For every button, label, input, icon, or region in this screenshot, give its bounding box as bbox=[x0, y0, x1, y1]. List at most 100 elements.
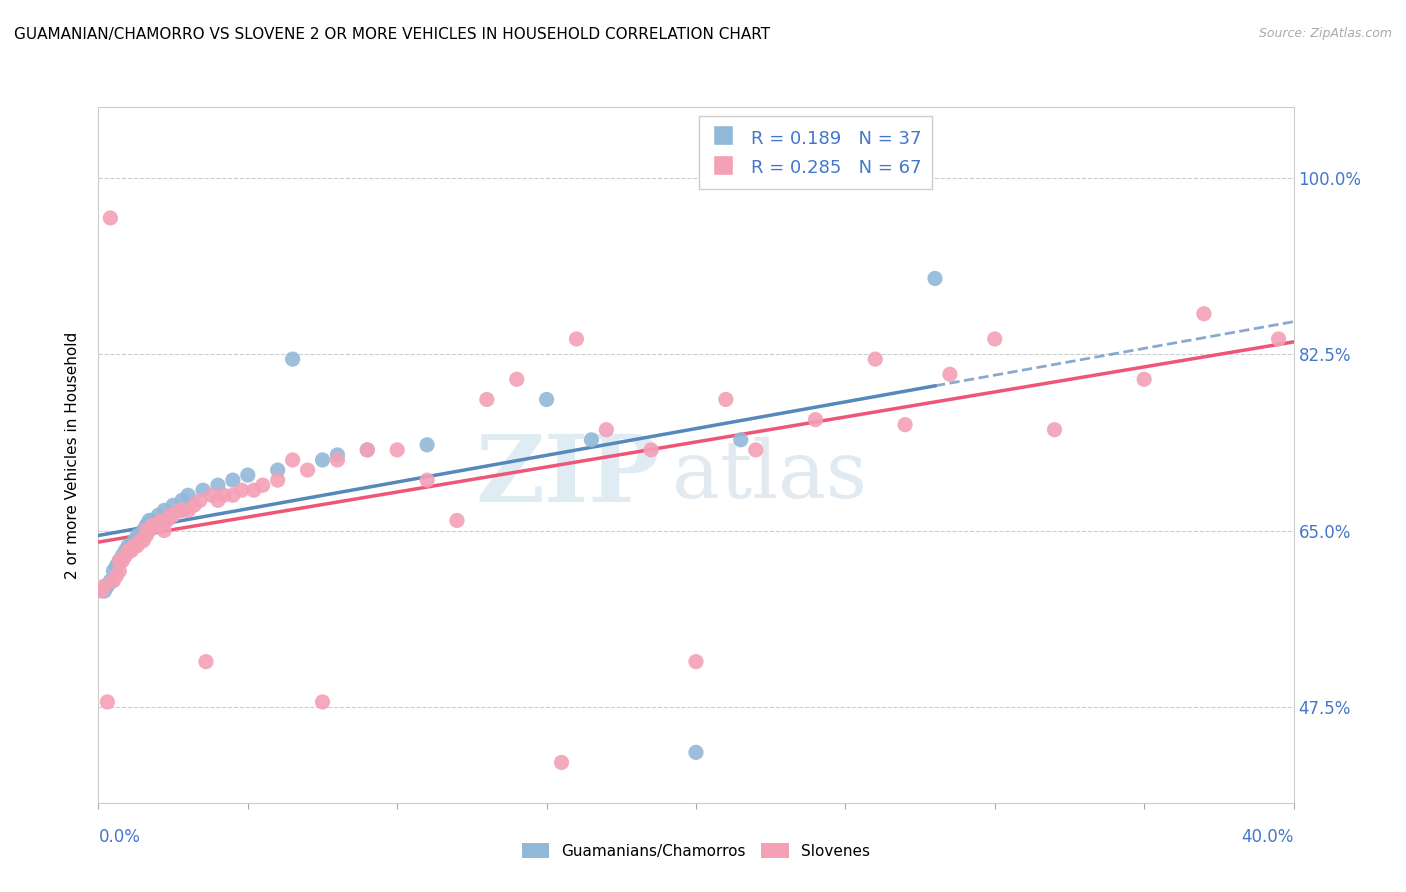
Point bbox=[135, 528, 157, 542]
Point bbox=[172, 503, 194, 517]
Point bbox=[90, 584, 112, 599]
Point bbox=[93, 584, 115, 599]
Point bbox=[222, 473, 245, 487]
Point bbox=[1043, 423, 1066, 437]
Point bbox=[595, 423, 617, 437]
Point bbox=[550, 756, 572, 770]
Point bbox=[159, 508, 181, 523]
Text: ZIP: ZIP bbox=[475, 431, 661, 521]
Point bbox=[984, 332, 1007, 346]
Point bbox=[207, 493, 229, 508]
Point bbox=[1133, 372, 1156, 386]
Point bbox=[127, 528, 149, 542]
Point bbox=[150, 513, 173, 527]
Text: atlas: atlas bbox=[672, 437, 868, 515]
Point bbox=[236, 468, 259, 483]
Point bbox=[326, 448, 349, 462]
Point bbox=[135, 518, 157, 533]
Point bbox=[640, 442, 662, 457]
Point bbox=[96, 695, 118, 709]
Point bbox=[117, 539, 139, 553]
Point bbox=[138, 513, 160, 527]
Point bbox=[117, 543, 139, 558]
Point bbox=[188, 493, 211, 508]
Point bbox=[939, 368, 962, 382]
Point bbox=[132, 524, 155, 538]
Point bbox=[120, 539, 142, 553]
Point bbox=[141, 518, 163, 533]
Point bbox=[267, 473, 290, 487]
Point bbox=[108, 554, 131, 568]
Point bbox=[183, 499, 205, 513]
Point bbox=[252, 478, 274, 492]
Point bbox=[231, 483, 253, 498]
Point bbox=[141, 513, 163, 527]
Point bbox=[120, 543, 142, 558]
Point bbox=[177, 503, 200, 517]
Point bbox=[416, 473, 439, 487]
Point bbox=[1267, 332, 1289, 346]
Point bbox=[124, 533, 146, 548]
Point bbox=[326, 453, 349, 467]
Point bbox=[281, 352, 304, 367]
Point bbox=[127, 539, 149, 553]
Point bbox=[105, 558, 128, 573]
Point bbox=[207, 478, 229, 492]
Point bbox=[96, 579, 118, 593]
Point bbox=[385, 442, 409, 457]
Point bbox=[111, 554, 134, 568]
Point bbox=[138, 524, 160, 538]
Point bbox=[195, 655, 218, 669]
Point bbox=[311, 695, 333, 709]
Point bbox=[924, 271, 946, 285]
Point bbox=[222, 488, 245, 502]
Point bbox=[191, 483, 214, 498]
Point bbox=[356, 442, 378, 457]
Point bbox=[894, 417, 917, 432]
Point bbox=[865, 352, 887, 367]
Point bbox=[804, 412, 827, 426]
Point bbox=[536, 392, 558, 407]
Point bbox=[416, 438, 439, 452]
Point bbox=[267, 463, 290, 477]
Point bbox=[311, 453, 333, 467]
Point bbox=[565, 332, 588, 346]
Point bbox=[201, 488, 224, 502]
Point bbox=[129, 528, 152, 542]
Point bbox=[129, 533, 152, 548]
Point bbox=[93, 579, 115, 593]
Point bbox=[100, 574, 122, 588]
Point bbox=[506, 372, 529, 386]
Point bbox=[132, 533, 155, 548]
Point bbox=[685, 745, 707, 759]
Point bbox=[156, 513, 179, 527]
Point bbox=[162, 499, 184, 513]
Point bbox=[114, 549, 136, 563]
Point bbox=[212, 488, 235, 502]
Text: Source: ZipAtlas.com: Source: ZipAtlas.com bbox=[1258, 27, 1392, 40]
Point bbox=[581, 433, 603, 447]
Point bbox=[114, 543, 136, 558]
Point bbox=[108, 564, 131, 578]
Y-axis label: 2 or more Vehicles in Household: 2 or more Vehicles in Household bbox=[65, 331, 80, 579]
Point bbox=[143, 518, 166, 533]
Point bbox=[356, 442, 378, 457]
Point bbox=[714, 392, 737, 407]
Text: 0.0%: 0.0% bbox=[98, 828, 141, 846]
Point bbox=[745, 442, 768, 457]
Point bbox=[730, 433, 752, 447]
Text: GUAMANIAN/CHAMORRO VS SLOVENE 2 OR MORE VEHICLES IN HOUSEHOLD CORRELATION CHART: GUAMANIAN/CHAMORRO VS SLOVENE 2 OR MORE … bbox=[14, 27, 770, 42]
Point bbox=[446, 513, 468, 527]
Point bbox=[475, 392, 498, 407]
Point bbox=[685, 655, 707, 669]
Point bbox=[172, 493, 194, 508]
Point bbox=[148, 508, 170, 523]
Point bbox=[162, 508, 184, 523]
Point bbox=[105, 569, 128, 583]
Point bbox=[153, 524, 176, 538]
Point bbox=[167, 503, 190, 517]
Point bbox=[103, 564, 125, 578]
Point bbox=[100, 211, 122, 225]
Point bbox=[297, 463, 319, 477]
Point bbox=[103, 574, 125, 588]
